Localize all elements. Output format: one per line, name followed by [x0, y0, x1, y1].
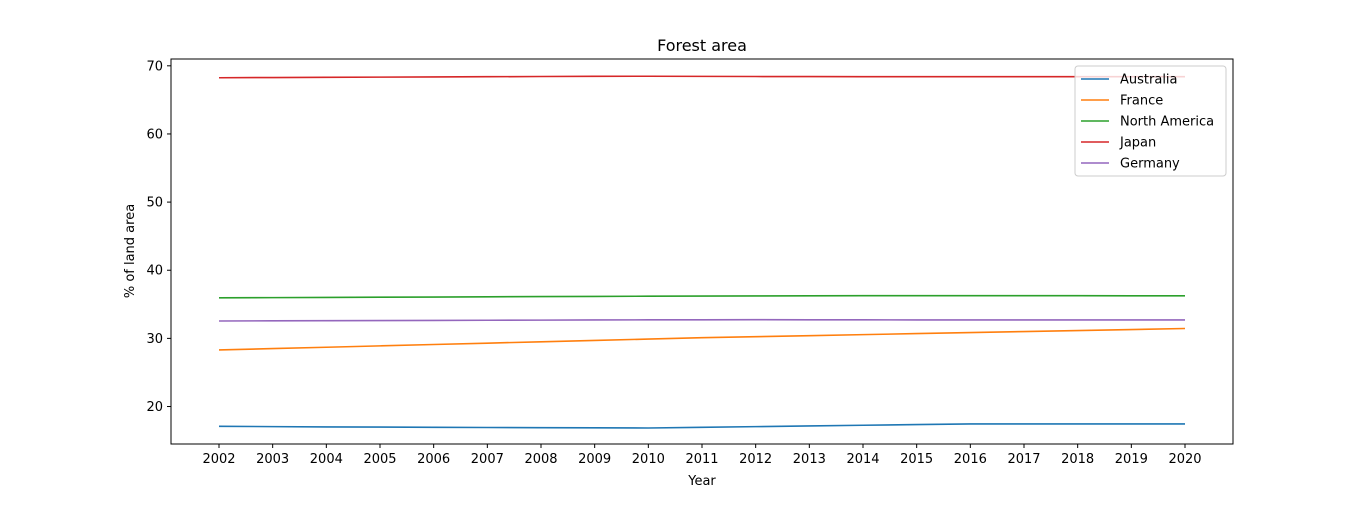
x-tick-label: 2017 — [1007, 452, 1040, 467]
x-tick-label: 2016 — [954, 452, 987, 467]
y-axis-label: % of land area — [123, 204, 138, 298]
y-tick-label: 40 — [146, 264, 163, 279]
series-line-france — [218, 327, 1186, 351]
legend-label: Australia — [1120, 73, 1178, 88]
y-tick-label: 50 — [146, 196, 163, 211]
x-tick-label: 2003 — [256, 452, 289, 467]
x-tick-label: 2009 — [578, 452, 611, 467]
legend-label: Germany — [1120, 157, 1180, 172]
legend: Australia France North America Japan Germany — [1074, 65, 1227, 177]
x-tick-label: 2014 — [846, 452, 879, 467]
legend-label: Japan — [1119, 136, 1156, 151]
plot-area — [218, 75, 1186, 429]
x-tick-label: 2015 — [900, 452, 933, 467]
x-tick-label: 2018 — [1061, 452, 1094, 467]
x-tick-label: 2007 — [471, 452, 504, 467]
series-line-australia — [218, 423, 1185, 429]
y-tick-label: 20 — [146, 400, 163, 415]
x-tick-label: 2008 — [524, 452, 557, 467]
y-tick-label: 70 — [146, 59, 163, 74]
x-tick-label: 2002 — [202, 452, 235, 467]
x-axis: 2002 2003 2004 2005 2006 2007 2008 2009 2010 2011… — [202, 444, 1202, 467]
x-axis-label: Year — [687, 474, 716, 489]
chart-title: Forest area — [657, 36, 747, 55]
axes-frame — [170, 58, 1234, 445]
series-line-north-america — [218, 294, 1185, 299]
y-tick-label: 60 — [146, 127, 163, 142]
x-tick-label: 2011 — [685, 452, 718, 467]
x-tick-label: 2013 — [793, 452, 826, 467]
series-line-japan — [218, 75, 1185, 79]
legend-box — [1074, 65, 1227, 177]
y-axis: 20 30 40 50 60 70 — [146, 59, 171, 415]
x-tick-label: 2020 — [1168, 452, 1201, 467]
x-tick-label: 2012 — [739, 452, 772, 467]
y-tick-label: 30 — [146, 332, 163, 347]
legend-label: France — [1120, 94, 1163, 109]
x-tick-label: 2004 — [310, 452, 343, 467]
series-line-germany — [218, 318, 1185, 322]
legend-label: North America — [1120, 115, 1214, 130]
x-tick-label: 2005 — [363, 452, 396, 467]
x-tick-label: 2019 — [1115, 452, 1148, 467]
x-tick-label: 2010 — [632, 452, 665, 467]
x-tick-label: 2006 — [417, 452, 450, 467]
